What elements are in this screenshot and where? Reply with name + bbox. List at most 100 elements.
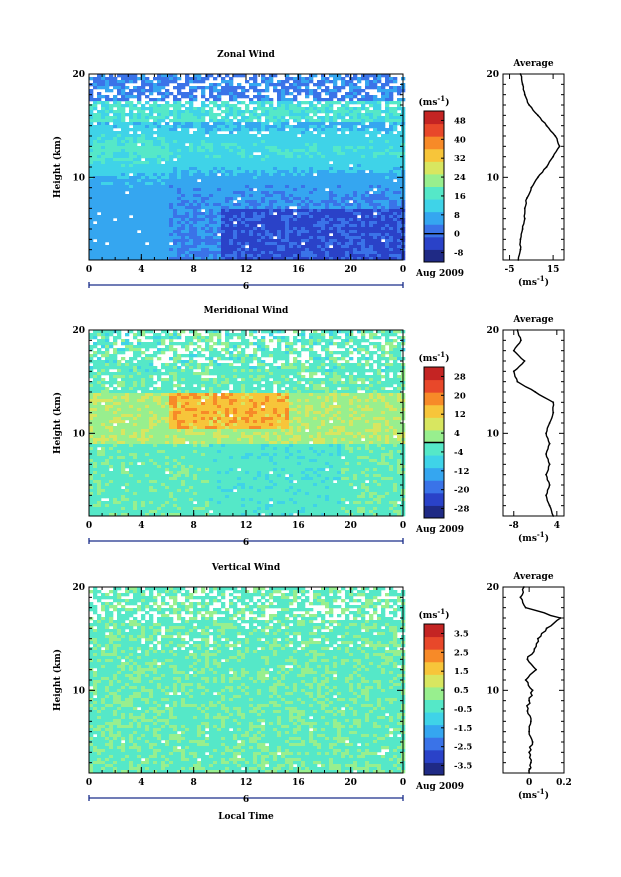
heatmap-cell <box>281 206 285 209</box>
heatmap-cell <box>189 170 193 173</box>
heatmap-cell <box>193 155 197 158</box>
heatmap-cell <box>189 188 193 191</box>
heatmap-cell <box>121 185 125 188</box>
heatmap-cell <box>121 86 125 89</box>
heatmap-cell <box>349 143 353 146</box>
heatmap-cell <box>149 89 153 92</box>
heatmap-cell <box>285 125 289 128</box>
heatmap-cell <box>333 242 337 245</box>
heatmap-cell <box>213 98 217 101</box>
heatmap-cell <box>133 197 137 200</box>
heatmap-cell <box>253 143 257 146</box>
heatmap-cell <box>173 164 177 167</box>
heatmap-cell <box>165 143 169 146</box>
heatmap-cell <box>277 83 281 86</box>
heatmap-cell <box>161 86 165 89</box>
heatmap-cell <box>329 212 333 215</box>
heatmap-cell <box>185 336 189 339</box>
heatmap-cell <box>177 251 181 254</box>
heatmap-cell <box>209 236 213 239</box>
heatmap-cell <box>109 158 113 161</box>
heatmap-cell <box>161 137 165 140</box>
heatmap-cell <box>237 236 241 239</box>
heatmap-cell <box>349 134 353 137</box>
heatmap-cell <box>349 149 353 152</box>
heatmap-cell <box>361 137 365 140</box>
heatmap-cell <box>129 194 133 197</box>
heatmap-cell <box>213 333 217 336</box>
heatmap-cell <box>145 224 149 227</box>
heatmap-cell <box>369 146 373 149</box>
heatmap-cell <box>293 248 297 251</box>
heatmap-cell <box>241 161 245 164</box>
colorbar-tick-label: 48 <box>454 116 466 126</box>
heatmap-cell <box>301 173 305 176</box>
heatmap-cell <box>365 125 369 128</box>
heatmap-cell <box>181 125 185 128</box>
heatmap-cell <box>197 200 201 203</box>
heatmap-cell <box>377 215 381 218</box>
heatmap-cell <box>213 113 217 116</box>
heatmap-cell <box>381 206 385 209</box>
heatmap-cell <box>233 140 237 143</box>
heatmap-cell <box>173 167 177 170</box>
heatmap-cell <box>161 98 165 101</box>
heatmap-cell <box>157 227 161 230</box>
heatmap-cell <box>209 158 213 161</box>
heatmap-cell <box>149 221 153 224</box>
heatmap-cell <box>173 248 177 251</box>
heatmap-cell <box>253 215 257 218</box>
heatmap-cell <box>293 80 297 83</box>
heatmap-cell <box>233 218 237 221</box>
heatmap-cell <box>357 140 361 143</box>
heatmap-cell <box>145 227 149 230</box>
heatmap-cell <box>105 80 109 83</box>
heatmap-cell <box>261 248 265 251</box>
heatmap-cell <box>245 236 249 239</box>
heatmap-cell <box>173 221 177 224</box>
heatmap-cell <box>389 119 393 122</box>
heatmap-cell <box>397 104 401 107</box>
heatmap-cell <box>101 155 105 158</box>
heatmap-cell <box>245 209 249 212</box>
heatmap-cell <box>285 233 289 236</box>
heatmap-cell <box>393 89 397 92</box>
heatmap-cell <box>97 182 101 185</box>
heatmap-cell <box>141 245 145 248</box>
heatmap-cell <box>185 342 189 345</box>
heatmap-cell <box>181 155 185 158</box>
heatmap-cell <box>333 251 337 254</box>
heatmap-cell <box>341 212 345 215</box>
heatmap-cell <box>261 236 265 239</box>
heatmap-cell <box>357 167 361 170</box>
heatmap-cell <box>393 101 397 104</box>
heatmap-cell <box>281 221 285 224</box>
heatmap-cell <box>373 248 377 251</box>
heatmap-cell <box>237 137 241 140</box>
heatmap-cell <box>137 248 141 251</box>
heatmap-cell <box>341 170 345 173</box>
heatmap-cell <box>117 173 121 176</box>
heatmap-cell <box>385 209 389 212</box>
heatmap-cell <box>125 122 129 125</box>
heatmap-cell <box>321 80 325 83</box>
heatmap-cell <box>149 236 153 239</box>
heatmap-cell <box>97 221 101 224</box>
heatmap-cell <box>373 230 377 233</box>
heatmap-cell <box>129 152 133 155</box>
heatmap-cell <box>97 254 101 257</box>
heatmap-cell <box>397 200 401 203</box>
heatmap-cell <box>185 224 189 227</box>
heatmap-cell <box>261 173 265 176</box>
heatmap-cell <box>173 119 177 122</box>
heatmap-cell <box>389 218 393 221</box>
heatmap-cell <box>329 218 333 221</box>
heatmap-cell <box>245 161 249 164</box>
heatmap-cell <box>185 242 189 245</box>
heatmap-cell <box>329 191 333 194</box>
heatmap-cell <box>137 158 141 161</box>
heatmap-cell <box>325 131 329 134</box>
heatmap-cell <box>117 188 121 191</box>
heatmap-cell <box>385 215 389 218</box>
heatmap-cell <box>209 86 213 89</box>
